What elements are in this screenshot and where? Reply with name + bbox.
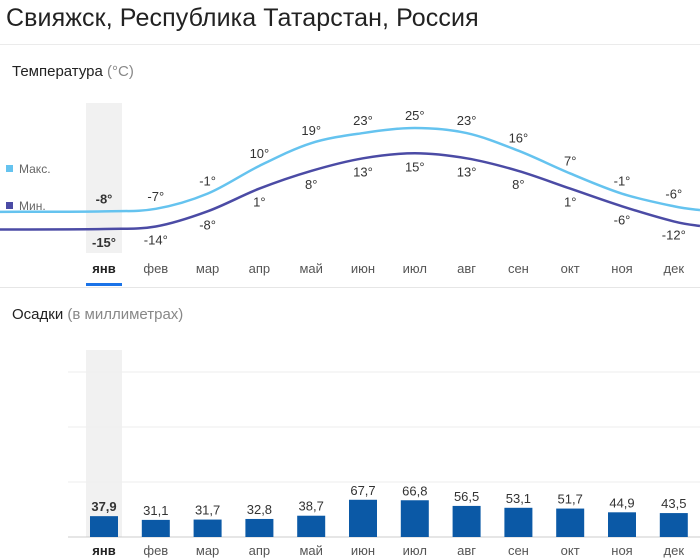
max-temp-label-окт: 7° bbox=[564, 153, 576, 168]
legend-max: Макс. bbox=[6, 162, 51, 176]
temp-month-label-дек: дек bbox=[664, 261, 685, 276]
precip-bar-фев bbox=[141, 519, 170, 537]
min-temp-label-май: 8° bbox=[305, 177, 317, 192]
precipitation-section-title: Осадки (в миллиметрах) bbox=[12, 306, 183, 323]
precip-bar-дек bbox=[659, 513, 688, 537]
precip-value-label-июл: 66,8 bbox=[402, 483, 427, 498]
precip-month-label-май: май bbox=[299, 543, 322, 558]
min-temperature-line bbox=[0, 151, 700, 231]
precipitation-chart: 37,9 31,1 31,7 32,8 38,7 67,7 66,8 56,5 53,1 51,7… bbox=[68, 350, 700, 558]
precip-month-label-дек: дек bbox=[664, 543, 685, 558]
precip-month-label-янв: янв bbox=[92, 543, 115, 558]
precip-month-label-ноя: ноя bbox=[611, 543, 632, 558]
precipitation-unit: (в миллиметрах) bbox=[67, 306, 184, 323]
temp-month-label-ноя: ноя bbox=[611, 261, 632, 276]
precip-value-label-апр: 32,8 bbox=[247, 502, 272, 517]
precip-bar-янв bbox=[90, 516, 118, 537]
precip-month-label-июл: июл bbox=[403, 543, 427, 558]
temp-month-label-сен: сен bbox=[508, 261, 529, 276]
min-temp-label-окт: 1° bbox=[564, 195, 576, 210]
precip-month-label-апр: апр bbox=[249, 543, 271, 558]
selected-month-highlight-precip bbox=[86, 350, 122, 537]
precip-bar-июл bbox=[400, 500, 429, 537]
precip-value-label-ноя: 44,9 bbox=[609, 495, 634, 510]
max-temp-label-июл: 25° bbox=[405, 108, 425, 123]
max-temp-label-июн: 23° bbox=[353, 113, 373, 128]
temp-month-label-окт: окт bbox=[561, 261, 580, 276]
precip-value-label-июн: 67,7 bbox=[350, 483, 375, 498]
temperature-chart: -8° -7° -1° 10° 19° 23° 25° 23° 16° 7° -1° -6° -15° -… bbox=[0, 103, 700, 286]
precip-value-label-дек: 43,5 bbox=[661, 496, 686, 511]
legend-min-swatch bbox=[6, 202, 13, 209]
min-temp-label-мар: -8° bbox=[199, 217, 216, 232]
temp-month-label-апр: апр bbox=[249, 261, 271, 276]
precip-value-label-янв: 37,9 bbox=[91, 499, 116, 514]
temperature-unit: (°C) bbox=[107, 63, 134, 80]
max-temperature-line bbox=[0, 126, 700, 214]
min-temp-label-ноя: -6° bbox=[614, 212, 631, 227]
temp-month-label-янв: янв bbox=[92, 261, 115, 276]
max-temp-label-авг: 23° bbox=[457, 113, 477, 128]
temp-month-label-май: май bbox=[299, 261, 322, 276]
legend-min-label: Мин. bbox=[19, 199, 46, 213]
min-temp-label-июн: 13° bbox=[353, 164, 373, 179]
min-temp-label-апр: 1° bbox=[253, 195, 265, 210]
max-temp-label-ноя: -1° bbox=[614, 174, 631, 189]
max-temp-label-сен: 16° bbox=[509, 131, 529, 146]
temp-month-label-июн: июн bbox=[351, 261, 375, 276]
temp-month-label-июл: июл bbox=[403, 261, 427, 276]
title-divider bbox=[0, 44, 700, 45]
min-temp-label-сен: 8° bbox=[512, 177, 524, 192]
precipitation-label: Осадки bbox=[12, 306, 64, 323]
precip-month-label-июн: июн bbox=[351, 543, 375, 558]
legend-max-swatch bbox=[6, 165, 13, 172]
precip-bar-июн bbox=[349, 499, 377, 537]
legend-min: Мин. bbox=[6, 199, 46, 213]
precip-bar-окт bbox=[556, 508, 585, 537]
precip-value-label-май: 38,7 bbox=[299, 499, 324, 514]
max-temp-label-мар: -1° bbox=[199, 174, 216, 189]
selected-month-underline bbox=[86, 283, 122, 286]
max-temp-label-янв: -8° bbox=[96, 191, 113, 206]
precip-month-label-авг: авг bbox=[457, 543, 476, 558]
min-temp-label-авг: 13° bbox=[457, 164, 477, 179]
temp-month-label-авг: авг bbox=[457, 261, 476, 276]
precip-month-label-фев: фев bbox=[143, 543, 168, 558]
precip-value-label-мар: 31,7 bbox=[195, 503, 220, 518]
temperature-section-title: Температура (°C) bbox=[12, 63, 134, 80]
min-temp-label-фев: -14° bbox=[144, 232, 168, 247]
temperature-label: Температура bbox=[12, 63, 103, 80]
precip-month-label-окт: окт bbox=[561, 543, 580, 558]
precip-value-label-фев: 31,1 bbox=[143, 503, 168, 518]
selected-month-highlight bbox=[86, 103, 122, 253]
precip-bar-авг bbox=[452, 505, 481, 537]
max-temp-label-дек: -6° bbox=[665, 186, 682, 201]
min-temp-label-июл: 15° bbox=[405, 159, 425, 174]
precip-value-label-авг: 56,5 bbox=[454, 489, 479, 504]
temp-month-label-мар: мар bbox=[196, 261, 219, 276]
precip-bar-апр bbox=[245, 518, 274, 537]
precip-month-label-мар: мар bbox=[196, 543, 219, 558]
precip-month-label-сен: сен bbox=[508, 543, 529, 558]
precip-bar-мар bbox=[193, 519, 222, 537]
precip-bar-сен bbox=[504, 507, 533, 537]
section-divider bbox=[0, 287, 700, 288]
legend-max-label: Макс. bbox=[19, 162, 51, 176]
temp-month-label-фев: фев bbox=[143, 261, 168, 276]
precip-bar-ноя bbox=[608, 512, 636, 537]
max-temp-label-фев: -7° bbox=[147, 189, 164, 204]
min-temp-label-янв: -15° bbox=[92, 235, 116, 250]
precip-value-label-окт: 51,7 bbox=[558, 492, 583, 507]
precip-bar-май bbox=[297, 515, 326, 537]
precip-value-label-сен: 53,1 bbox=[506, 491, 531, 506]
page-title: Свияжск, Республика Татарстан, Россия bbox=[6, 4, 479, 32]
max-temp-label-май: 19° bbox=[301, 123, 321, 138]
min-temp-label-дек: -12° bbox=[662, 227, 686, 242]
max-temp-label-апр: 10° bbox=[250, 146, 270, 161]
